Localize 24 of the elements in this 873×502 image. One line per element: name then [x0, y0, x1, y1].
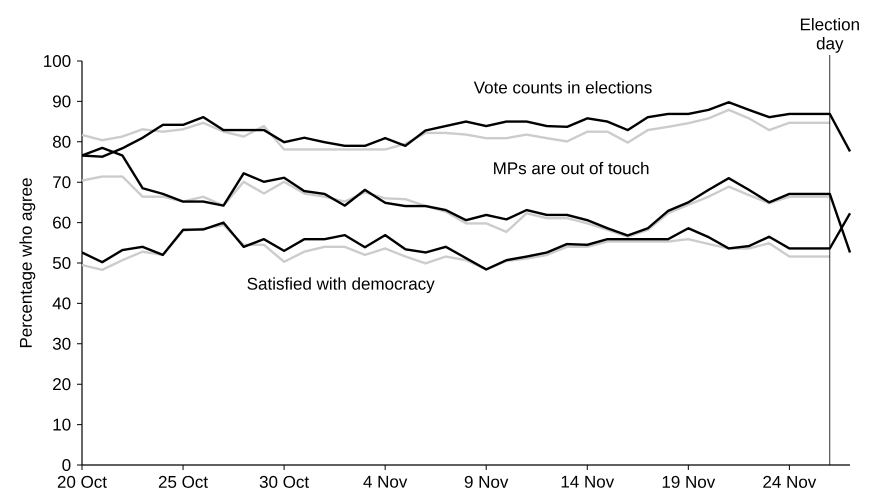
x-tick-label: 24 Nov: [763, 476, 816, 488]
y-tick-label: 70: [53, 176, 70, 188]
text: MPs are out of touch: [494, 162, 648, 174]
x-tick-label: 19 Nov: [662, 476, 716, 488]
y-tick-label: 50: [52, 256, 70, 270]
x-tick-label: 20 Oct: [58, 476, 107, 488]
y-tick-label: 0: [62, 458, 70, 472]
ref-line-label: Election day: [800, 18, 859, 53]
x-tick-label: 14 Nov: [562, 476, 614, 488]
y-tick-label: 10: [54, 418, 70, 431]
x-tick-label: 4 Nov: [363, 476, 408, 488]
y-tick-label: 40: [52, 297, 70, 310]
y-tick-label: 90: [53, 95, 70, 108]
y-tick-label: 20: [53, 378, 70, 390]
y-tick-label: 100: [44, 54, 70, 68]
series-label: Satisfied with democracy: [247, 277, 435, 294]
series-label: Vote counts in elections: [474, 81, 652, 94]
x-tick-label: 9 Nov: [464, 476, 508, 488]
x-tick-label: 25 Oct: [158, 476, 208, 488]
y-tick-label: 30: [52, 338, 70, 350]
y-axis-title: Percentage who agree: [19, 178, 36, 348]
x-tick-label: 30 Oct: [260, 476, 309, 488]
y-tick-label: 80: [52, 136, 70, 148]
y-tick-label: 60: [53, 216, 70, 229]
